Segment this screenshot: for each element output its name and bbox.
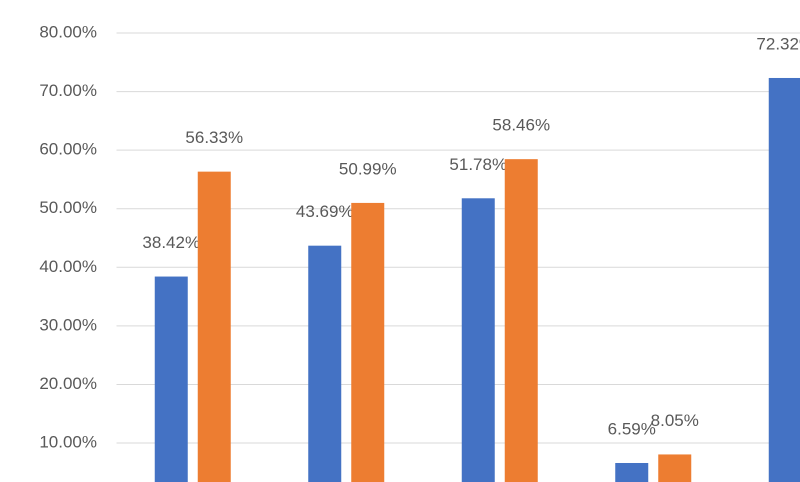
bar	[504, 159, 538, 482]
data-label: 50.99%	[339, 159, 397, 178]
y-tick-label: 50.00%	[39, 198, 97, 217]
data-label: 56.33%	[185, 128, 243, 147]
bar	[615, 462, 649, 482]
bar	[658, 454, 692, 482]
y-tick-label: 10.00%	[39, 433, 97, 452]
bar	[351, 202, 385, 482]
y-tick-label: 60.00%	[39, 140, 97, 159]
data-label: 58.46%	[492, 116, 550, 135]
data-label: 38.42%	[142, 233, 200, 252]
bar	[768, 77, 800, 482]
data-label: 8.05%	[651, 411, 699, 430]
y-tick-label: 40.00%	[39, 257, 97, 276]
data-label: 6.59%	[608, 419, 656, 438]
bar	[461, 198, 495, 482]
bar	[308, 245, 342, 482]
data-label: 51.78%	[449, 155, 507, 174]
y-tick-label: 80.00%	[39, 22, 97, 41]
bar	[197, 171, 231, 482]
bar	[154, 276, 188, 482]
y-tick-label: 30.00%	[39, 315, 97, 334]
data-label: 72.32%	[756, 34, 800, 53]
y-tick-label: 20.00%	[39, 374, 97, 393]
y-tick-label: 70.00%	[39, 81, 97, 100]
data-label: 43.69%	[296, 202, 354, 221]
